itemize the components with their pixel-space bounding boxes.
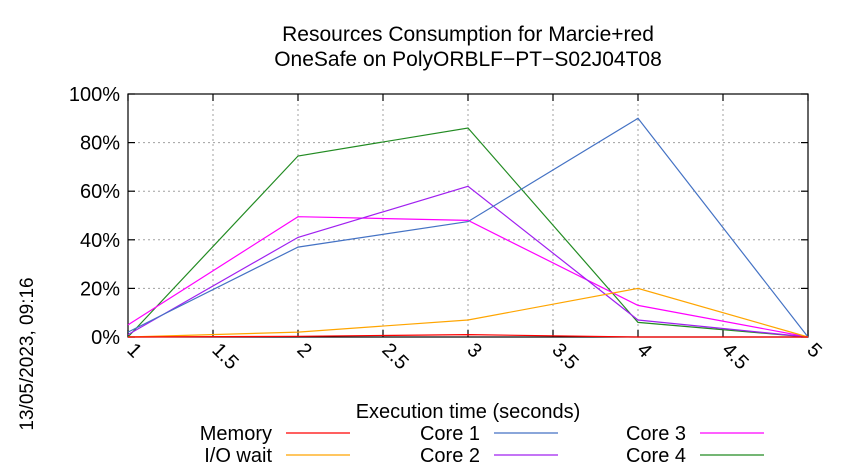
x-tick-label: 4	[632, 339, 655, 362]
series-line-core-1	[127, 117, 809, 338]
series-line-core-2	[127, 185, 809, 338]
legend-label: Core 4	[626, 445, 686, 467]
series-layer	[127, 117, 809, 338]
tick-layer: 0% 20% 40% 60% 80% 100% 1 1.5 2 2.5 3 3.5 4 4.5 5	[69, 84, 826, 374]
chart-title-line-2: OneSafe on PolyORBLF−PT−S02J04T08	[274, 48, 662, 71]
y-tick-label: 40%	[80, 230, 120, 252]
x-tick-label: 2.5	[377, 339, 412, 374]
x-tick-label: 5	[802, 339, 825, 362]
legend-label: Memory	[200, 423, 272, 445]
y-tick-label: 80%	[80, 133, 120, 155]
y-tick-label: 60%	[80, 181, 120, 203]
series-line-i-o-wait	[127, 287, 809, 338]
x-tick-label: 3	[462, 339, 485, 362]
y-tick-label: 0%	[91, 327, 120, 349]
x-axis-label: Execution time (seconds)	[356, 401, 581, 423]
legend-label: I/O wait	[204, 445, 272, 467]
grid-layer	[128, 94, 808, 337]
chart-title-line-1: Resources Consumption for Marcie+red	[282, 23, 654, 46]
x-tick-label: 1.5	[207, 339, 242, 374]
series-line-memory	[127, 333, 808, 338]
series-line-core-3	[127, 216, 809, 338]
timestamp: 13/05/2023, 09:16	[17, 277, 38, 430]
legend-label: Core 1	[420, 423, 480, 445]
legend-label: Core 2	[420, 445, 480, 467]
series-line-core-4	[127, 127, 809, 338]
x-tick-label: 2	[292, 339, 315, 362]
y-tick-label: 100%	[69, 84, 120, 106]
y-tick-label: 20%	[80, 278, 120, 300]
x-tick-label: 1	[122, 339, 145, 362]
x-tick-label: 3.5	[547, 339, 582, 374]
legend-label: Core 3	[626, 423, 686, 445]
x-tick-label: 4.5	[717, 339, 752, 374]
